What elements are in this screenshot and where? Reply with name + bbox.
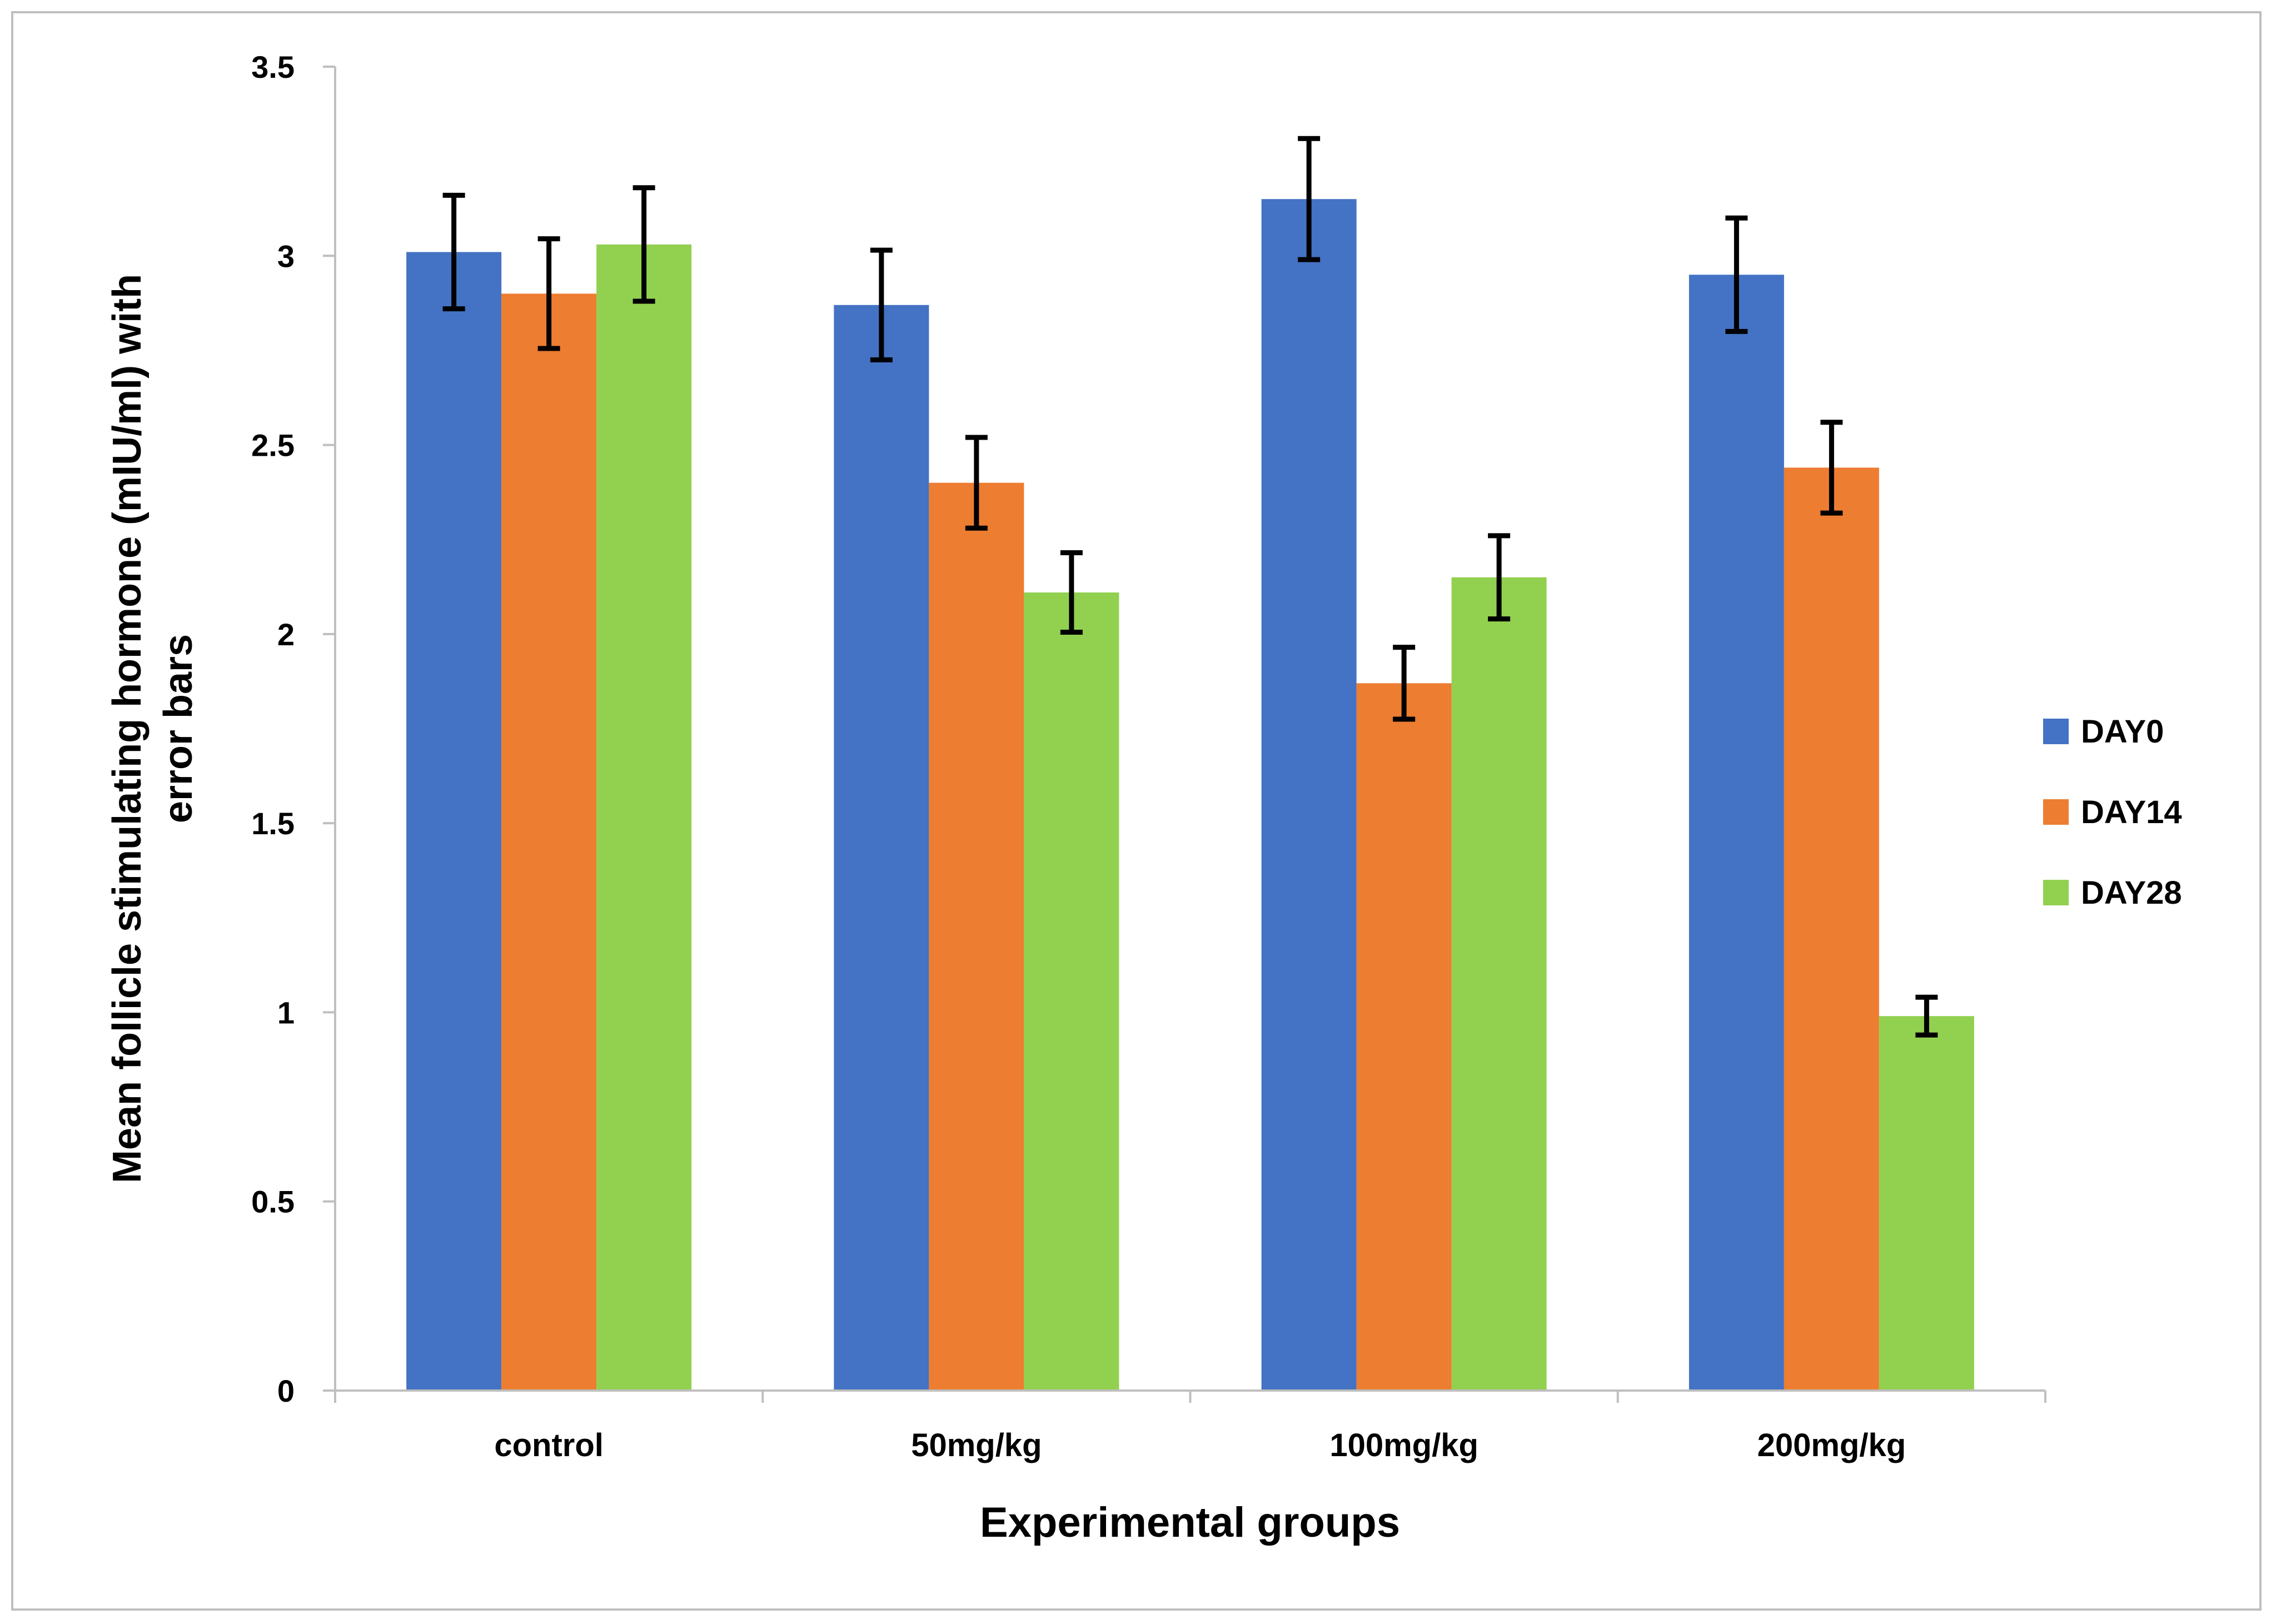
y-axis-title-line-1: Mean follicle stimulating hormone (mIU/m… <box>105 274 150 1183</box>
bar-day28-3 <box>1451 577 1547 1391</box>
y-tick-label: 1.5 <box>251 806 295 841</box>
y-tick-label: 2 <box>277 617 295 652</box>
legend-label-day14: DAY14 <box>2081 794 2182 830</box>
y-tick-label: 2.5 <box>251 428 295 463</box>
bar-day28-1 <box>596 244 692 1391</box>
legend-label-day28: DAY28 <box>2081 875 2182 911</box>
bar-day14-1 <box>501 293 597 1391</box>
x-labels-layer: control 50mg/kg 100mg/kg 200mg/kg <box>334 1391 2046 1463</box>
error-bars-layer <box>442 136 1938 1038</box>
y-ticks-layer: 0 0.5 1 1.5 2 2.5 3 3.5 <box>251 49 335 1408</box>
y-tick-label: 0 <box>277 1373 295 1408</box>
legend: DAY0 DAY14 DAY28 <box>2043 714 2182 911</box>
y-tick-label: 3.5 <box>251 49 295 84</box>
x-category-label: 50mg/kg <box>911 1427 1042 1463</box>
y-tick-label: 1 <box>277 995 295 1030</box>
y-tick-label: 0.5 <box>251 1184 295 1219</box>
bar-day28-4 <box>1879 1016 1974 1391</box>
bars-layer <box>406 199 1974 1391</box>
bar-day0-1 <box>406 252 502 1391</box>
legend-label-day0: DAY0 <box>2081 714 2164 750</box>
bar-day14-2 <box>929 482 1024 1391</box>
legend-swatch-day14 <box>2043 799 2069 825</box>
bar-day0-2 <box>834 305 929 1391</box>
legend-swatch-day0 <box>2043 719 2069 744</box>
x-axis-title: Experimental groups <box>980 1499 1400 1546</box>
legend-swatch-day28 <box>2043 880 2069 905</box>
bar-day0-4 <box>1689 275 1784 1391</box>
y-axis-title-line-2: error bars <box>156 634 201 823</box>
bar-day0-3 <box>1261 199 1357 1391</box>
bar-day28-2 <box>1024 592 1119 1391</box>
bar-day14-3 <box>1356 683 1452 1391</box>
x-category-label: 200mg/kg <box>1757 1427 1906 1463</box>
y-tick-label: 3 <box>277 238 295 273</box>
x-category-label: control <box>494 1427 604 1463</box>
bar-day14-4 <box>1784 467 1879 1391</box>
x-category-label: 100mg/kg <box>1329 1427 1478 1463</box>
